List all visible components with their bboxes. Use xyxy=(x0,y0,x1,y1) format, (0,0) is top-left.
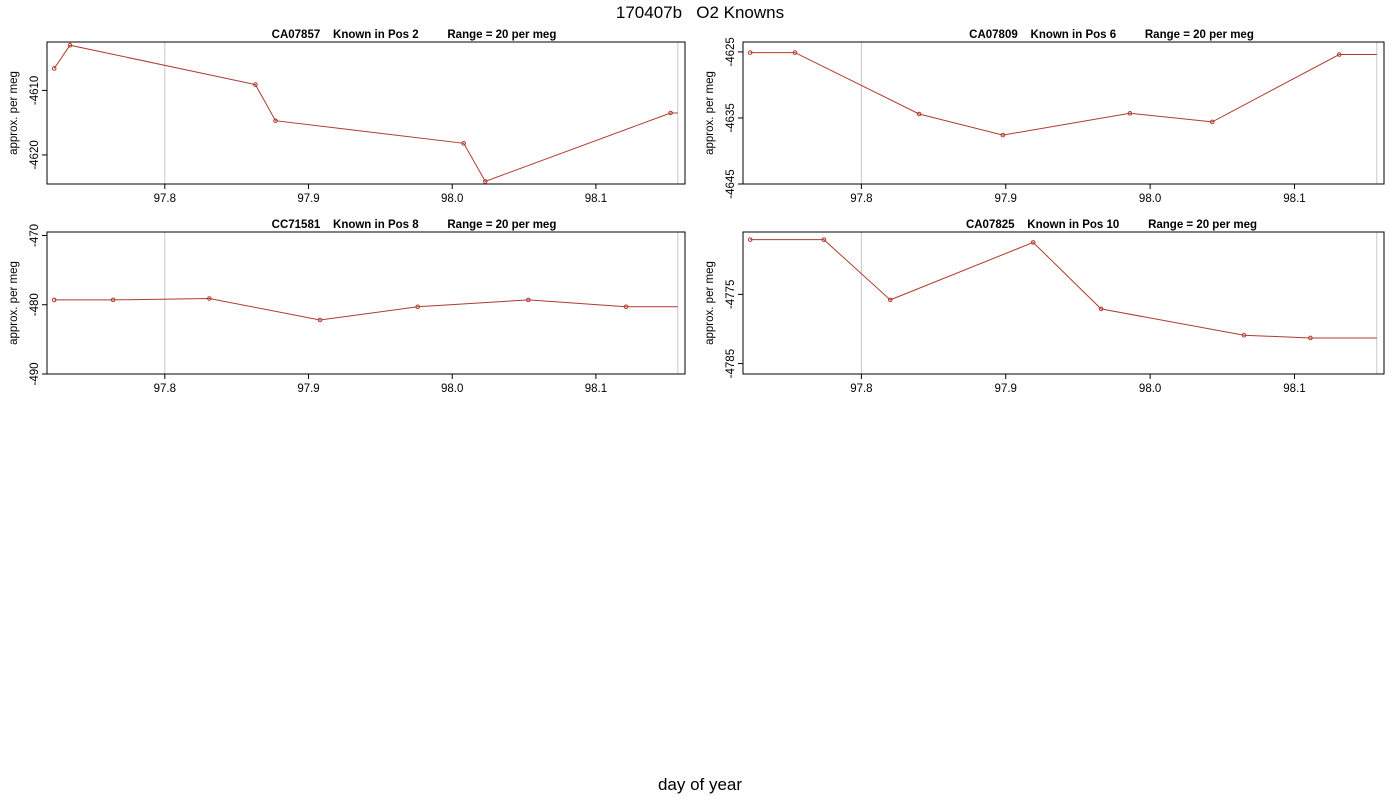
panel-ca07857: CA07857 Known in Pos 2 Range = 20 per me… xyxy=(8,29,686,205)
panel-title: CA07809 Known in Pos 6 Range = 20 per me… xyxy=(969,29,1254,41)
y-tick-label: -4625 xyxy=(725,37,737,66)
data-point xyxy=(253,82,258,87)
y-tick-label: -470 xyxy=(29,224,41,247)
y-axis-label: approx. per meg xyxy=(704,71,716,155)
y-axis-label: approx. per meg xyxy=(704,261,716,345)
data-point xyxy=(887,297,893,303)
data-point xyxy=(51,297,57,303)
data-point xyxy=(1241,332,1247,338)
plot-frame xyxy=(742,41,1385,185)
x-tick-label: 98.0 xyxy=(1139,383,1161,395)
data-point xyxy=(317,317,323,323)
data-point xyxy=(526,297,531,303)
figure-title: 170407b O2 Knowns xyxy=(615,3,785,22)
y-tick-label: -4785 xyxy=(725,349,737,378)
data-point xyxy=(792,50,798,55)
y-tick-label: -480 xyxy=(29,293,41,316)
data-point xyxy=(1308,335,1313,341)
x-tick-label: 97.9 xyxy=(297,193,319,205)
data-point xyxy=(110,297,116,303)
x-tick-label: 97.8 xyxy=(850,193,872,205)
x-tick-label: 97.8 xyxy=(154,193,176,205)
y-tick-label: -490 xyxy=(29,362,41,385)
x-tick-label: 98.1 xyxy=(585,383,607,395)
panel-ca07809: CA07809 Known in Pos 6 Range = 20 per me… xyxy=(704,29,1385,205)
data-point xyxy=(51,66,57,71)
data-point xyxy=(1000,132,1006,138)
x-tick-label: 98.1 xyxy=(1283,383,1305,395)
data-point xyxy=(1209,119,1215,125)
y-tick-label: -4775 xyxy=(725,280,737,309)
data-point xyxy=(916,111,922,117)
y-tick-label: -4635 xyxy=(725,103,737,132)
x-tick-label: 98.0 xyxy=(441,193,463,205)
data-point xyxy=(461,141,467,146)
x-tick-label: 97.8 xyxy=(850,383,872,395)
data-point xyxy=(1098,306,1104,312)
data-point xyxy=(1030,240,1036,245)
x-tick-label: 98.0 xyxy=(1139,193,1161,205)
y-tick-label: -4610 xyxy=(29,76,41,105)
series-line xyxy=(750,52,1377,136)
data-point xyxy=(67,42,73,48)
x-tick-label: 98.1 xyxy=(585,193,607,205)
data-point xyxy=(747,50,753,55)
panel-cc71581: CC71581 Known in Pos 8 Range = 20 per me… xyxy=(8,219,686,395)
x-tick-label: 97.8 xyxy=(154,383,176,395)
series-line xyxy=(750,239,1377,339)
data-point xyxy=(747,237,753,242)
data-point xyxy=(207,296,212,301)
y-axis-label: approx. per meg xyxy=(8,261,20,345)
x-tick-label: 97.9 xyxy=(995,193,1017,205)
x-tick-label: 98.1 xyxy=(1283,193,1305,205)
x-tick-label: 98.0 xyxy=(441,383,463,395)
data-point xyxy=(1127,111,1133,116)
plot-frame xyxy=(742,231,1385,375)
data-point xyxy=(415,304,421,310)
y-axis-label: approx. per meg xyxy=(8,71,20,155)
data-point xyxy=(1336,52,1342,57)
x-tick-label: 97.9 xyxy=(297,383,319,395)
series-line xyxy=(53,44,678,183)
data-point xyxy=(273,118,278,124)
data-point xyxy=(623,304,629,310)
x-axis-label: day of year xyxy=(657,775,743,794)
x-tick-label: 97.9 xyxy=(995,383,1017,395)
y-tick-label: -4645 xyxy=(725,169,737,198)
data-point xyxy=(821,237,827,242)
plot-frame xyxy=(46,41,686,185)
data-point xyxy=(668,110,673,116)
plot-frame xyxy=(46,231,686,375)
panel-ca07825: CA07825 Known in Pos 10 Range = 20 per m… xyxy=(704,219,1385,395)
y-tick-label: -4620 xyxy=(29,140,41,169)
data-point xyxy=(482,179,488,184)
series-line xyxy=(54,297,678,321)
panel-title: CC71581 Known in Pos 8 Range = 20 per me… xyxy=(272,219,557,231)
panel-title: CA07825 Known in Pos 10 Range = 20 per m… xyxy=(966,219,1257,231)
panel-title: CA07857 Known in Pos 2 Range = 20 per me… xyxy=(272,29,557,41)
